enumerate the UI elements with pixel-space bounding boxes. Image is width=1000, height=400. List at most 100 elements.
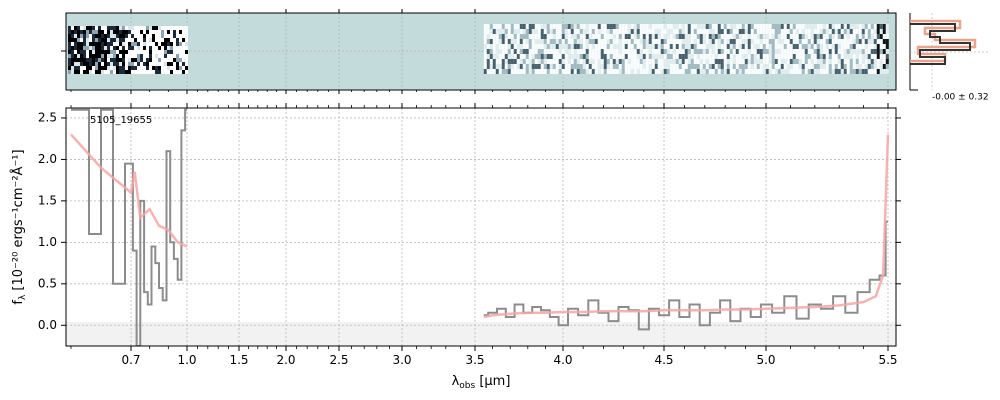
spectrum-2d-pixel	[164, 50, 167, 54]
spectrum-2d-pixel	[573, 49, 577, 54]
spectrum-2d-pixel	[83, 46, 86, 50]
spectrum-2d-pixel	[86, 62, 89, 66]
spectrum-2d-pixel	[678, 54, 682, 59]
spectrum-2d-pixel	[864, 34, 868, 39]
spectrum-2d-pixel	[690, 54, 694, 59]
spectrum-2d-pixel	[552, 54, 556, 59]
spectrum-2d-pixel	[86, 58, 89, 62]
spectrum-2d-pixel	[513, 29, 517, 34]
spectrum-2d-pixel	[801, 54, 805, 59]
spectrum-2d-pixel	[822, 54, 826, 59]
spectrum-2d-pixel	[182, 58, 185, 62]
spectrum-2d-pixel	[173, 66, 176, 70]
spectrum-2d-pixel	[762, 64, 766, 69]
spectrum-2d-pixel	[564, 24, 568, 29]
spectrum-2d-pixel	[744, 44, 748, 49]
spectrum-2d-pixel	[753, 29, 757, 34]
spectrum-2d-pixel	[717, 54, 721, 59]
spectrum-2d-pixel	[588, 54, 592, 59]
spectrum-2d-pixel	[612, 64, 616, 69]
spectrum-2d-pixel	[762, 54, 766, 59]
spectrum-2d-pixel	[552, 69, 556, 74]
spectrum-2d-pixel	[873, 44, 877, 49]
spectrum-2d-pixel	[131, 30, 134, 34]
spectrum-2d-pixel	[77, 42, 80, 46]
spectrum-2d-pixel	[762, 49, 766, 54]
spectrum-2d-pixel	[504, 64, 508, 69]
spectrum-2d-pixel	[143, 26, 146, 30]
spectrum-2d-pixel	[492, 34, 496, 39]
spectrum-2d-pixel	[846, 69, 850, 74]
spectrum-2d-pixel	[672, 29, 676, 34]
spectrum-2d-pixel	[747, 24, 751, 29]
spectrum-2d-pixel	[167, 26, 170, 30]
spectrum-2d-pixel	[630, 34, 634, 39]
spectrum-2d-pixel	[627, 64, 631, 69]
spectrum-2d-pixel	[813, 69, 817, 74]
spectrum-2d-pixel	[486, 69, 490, 74]
spectrum-2d-pixel	[591, 49, 595, 54]
spectrum-2d-pixel	[795, 24, 799, 29]
spectrum-2d-pixel	[83, 54, 86, 58]
spectrum-2d-pixel	[170, 70, 173, 74]
spectrum-2d-pixel	[555, 44, 559, 49]
spectrum-2d-pixel	[561, 39, 565, 44]
spectrum-2d-pixel	[648, 49, 652, 54]
spectrum-2d-pixel	[837, 29, 841, 34]
spectrum-2d-pixel	[119, 34, 122, 38]
spectrum-2d-pixel	[798, 44, 802, 49]
spectrum-2d-pixel	[134, 34, 137, 38]
spectrum-2d-pixel	[176, 30, 179, 34]
spectrum-2d-pixel	[609, 54, 613, 59]
spectrum-2d-pixel	[555, 29, 559, 34]
spectrum-2d-pixel	[864, 44, 868, 49]
spectrum-2d-pixel	[68, 66, 71, 70]
spectrum-2d-pixel	[813, 64, 817, 69]
spectrum-2d-pixel	[128, 38, 131, 42]
spectrum-2d-pixel	[825, 39, 829, 44]
spectrum-2d-pixel	[525, 49, 529, 54]
spectrum-2d-pixel	[501, 49, 505, 54]
spectrum-2d-pixel	[107, 46, 110, 50]
spectrum-2d-pixel	[741, 69, 745, 74]
spectrum-2d-pixel	[879, 24, 883, 29]
spectrum-2d-pixel	[651, 44, 655, 49]
spectrum-2d-pixel	[537, 34, 541, 39]
spectrum-2d-pixel	[74, 50, 77, 54]
spectrum-2d-pixel	[549, 64, 553, 69]
spectrum-2d-pixel	[660, 69, 664, 74]
spectrum-2d-pixel	[858, 59, 862, 64]
spectrum-2d-pixel	[104, 38, 107, 42]
spectrum-2d-pixel	[879, 69, 883, 74]
spectrum-2d-pixel	[636, 69, 640, 74]
spectrum-2d-pixel	[528, 39, 532, 44]
spectrum-2d-pixel	[98, 62, 101, 66]
spectrum-2d-pixel	[642, 69, 646, 74]
spectrum-2d-pixel	[576, 24, 580, 29]
spectrum-2d-pixel	[657, 44, 661, 49]
spectrum-2d-pixel	[768, 54, 772, 59]
spectrum-2d-pixel	[861, 49, 865, 54]
spectrum-2d-pixel	[570, 64, 574, 69]
spectrum-2d-pixel	[633, 34, 637, 39]
spectrum-2d-pixel	[705, 49, 709, 54]
spectrum-2d-pixel	[176, 70, 179, 74]
spectrum-2d-pixel	[486, 29, 490, 34]
spectrum-2d-pixel	[549, 39, 553, 44]
spectrum-2d-pixel	[840, 59, 844, 64]
spectrum-2d-pixel	[753, 39, 757, 44]
spectrum-2d-pixel	[152, 34, 155, 38]
spectrum-2d-pixel	[765, 24, 769, 29]
spectrum-2d-pixel	[137, 34, 140, 38]
spectrum-2d-pixel	[495, 44, 499, 49]
spectrum-2d-pixel	[804, 34, 808, 39]
spectrum-2d-pixel	[702, 39, 706, 44]
spectrum-2d-pixel	[825, 59, 829, 64]
spectrum-2d-pixel	[711, 49, 715, 54]
spectrum-2d-pixel	[804, 24, 808, 29]
spectrum-2d-pixel	[146, 62, 149, 66]
spectrum-2d-pixel	[885, 34, 889, 39]
spectrum-2d-pixel	[855, 39, 859, 44]
spectrum-2d-pixel	[705, 59, 709, 64]
spectrum-2d-pixel	[176, 58, 179, 62]
